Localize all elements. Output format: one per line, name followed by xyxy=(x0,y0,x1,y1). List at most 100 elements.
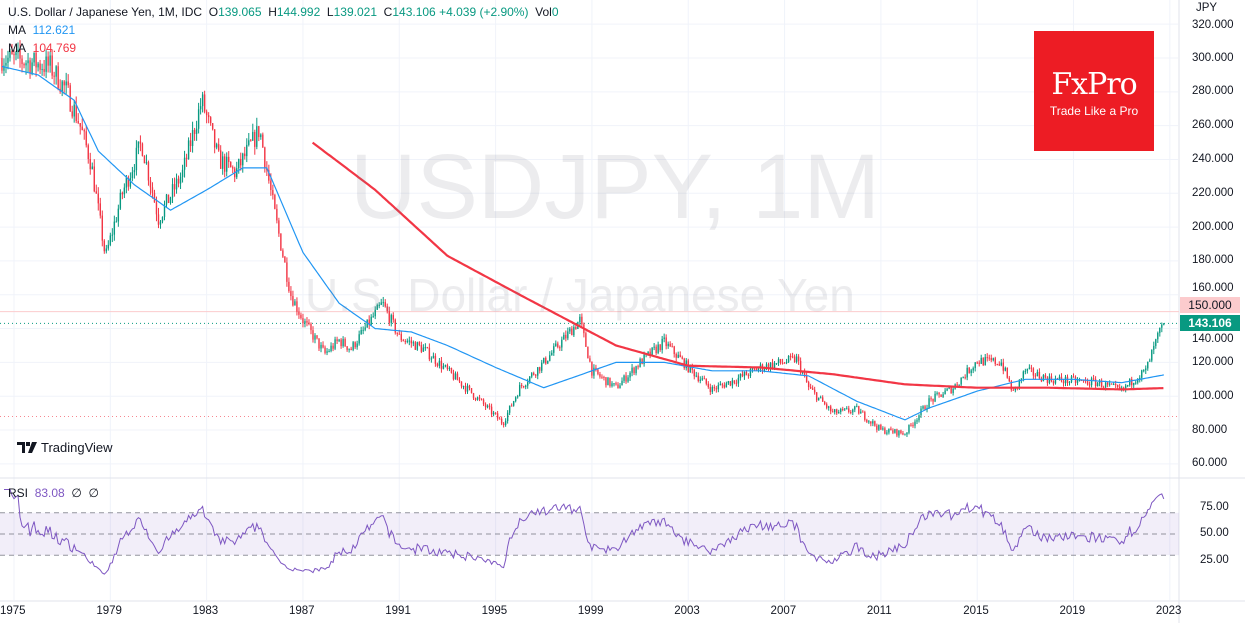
price-tick-label: 180.000 xyxy=(1192,254,1234,267)
candle-body xyxy=(153,192,156,203)
candle-body xyxy=(25,63,27,66)
candle-body xyxy=(205,111,208,116)
candle-body xyxy=(619,385,621,389)
candle-body xyxy=(862,411,864,413)
ma2-legend[interactable]: MA 104.769 xyxy=(8,41,76,55)
candle-body xyxy=(294,301,296,306)
alert-price-tag[interactable]: 150.000 xyxy=(1180,297,1240,313)
candle-body xyxy=(553,346,555,353)
candle-body xyxy=(990,358,992,361)
candle-body xyxy=(330,345,332,352)
candle-body xyxy=(1030,367,1033,369)
candle-body xyxy=(1159,327,1161,333)
symbol-title[interactable]: U.S. Dollar / Japanese Yen, 1M, IDC xyxy=(8,5,203,19)
candle-body xyxy=(442,365,445,369)
rsi-tick-label: 25.00 xyxy=(1200,553,1229,566)
candle-body xyxy=(657,344,659,354)
candle-body xyxy=(434,355,437,364)
ma1-line xyxy=(1,65,1164,421)
candle-body xyxy=(703,378,705,380)
candle-body xyxy=(486,405,489,408)
candle-body xyxy=(398,333,400,335)
candle-body xyxy=(384,302,386,307)
candle-body xyxy=(1068,381,1071,383)
candle-body xyxy=(256,126,258,147)
candle-body xyxy=(9,51,11,58)
price-tick-label: 80.000 xyxy=(1192,423,1228,436)
candle-body xyxy=(484,404,487,408)
candle-body xyxy=(492,412,495,415)
candle-body xyxy=(270,180,272,191)
candle-body xyxy=(888,428,890,433)
candle-body xyxy=(1020,378,1023,380)
candle-body xyxy=(125,177,128,188)
candle-body xyxy=(123,187,126,195)
candle-body xyxy=(1141,370,1143,378)
candle-body xyxy=(976,362,978,364)
candle-body xyxy=(671,346,673,348)
low-label: L xyxy=(326,5,334,19)
tradingview-watermark[interactable]: TradingView xyxy=(17,440,113,455)
candle-body xyxy=(1149,360,1151,362)
ma1-legend[interactable]: MA 112.621 xyxy=(8,23,75,37)
candle-body xyxy=(807,382,810,387)
time-tick-label: 2003 xyxy=(674,605,700,617)
candle-body xyxy=(248,140,250,145)
candle-body xyxy=(466,385,469,392)
candle-body xyxy=(777,359,780,364)
candle-body xyxy=(39,63,41,70)
candle-body xyxy=(171,184,174,198)
candle-body xyxy=(472,393,475,399)
candle-body xyxy=(1054,378,1057,384)
candle-body xyxy=(739,374,742,378)
candle-body xyxy=(1078,380,1081,382)
candle-body xyxy=(1042,375,1045,382)
candle-body xyxy=(779,359,782,363)
candle-body xyxy=(348,348,350,350)
time-tick-label: 1983 xyxy=(192,605,219,617)
candle-body xyxy=(860,411,862,414)
candle-body xyxy=(896,429,898,436)
candle-body xyxy=(374,309,376,317)
watermark-name: U.S. Dollar / Japanese Yen xyxy=(305,269,855,321)
price-tick-label: 120.000 xyxy=(1192,355,1234,368)
candle-body xyxy=(823,401,826,405)
candle-body xyxy=(942,394,944,397)
candle-body xyxy=(368,319,370,325)
candle-body xyxy=(47,56,49,66)
candle-body xyxy=(195,128,198,134)
candle-body xyxy=(651,347,653,356)
candle-body xyxy=(715,388,718,390)
time-tick-label: 2007 xyxy=(770,605,797,617)
candle-body xyxy=(996,364,998,366)
candle-body xyxy=(735,382,738,384)
candle-body xyxy=(73,104,75,117)
candle-body xyxy=(169,197,172,204)
candle-body xyxy=(512,401,515,406)
rsi-legend[interactable]: RSI 83.08 ∅ ∅ xyxy=(8,486,99,500)
candle-body xyxy=(1018,379,1021,388)
candle-body xyxy=(41,68,43,70)
candle-body xyxy=(793,356,796,363)
candle-body xyxy=(1096,383,1099,387)
candle-body xyxy=(336,339,338,342)
candle-body xyxy=(304,321,306,324)
candle-body xyxy=(866,419,868,422)
candle-body xyxy=(452,372,455,380)
candle-body xyxy=(382,302,384,304)
candle-body xyxy=(35,52,37,68)
candle-body xyxy=(328,351,330,353)
candle-body xyxy=(358,334,360,344)
candle-body xyxy=(974,362,976,369)
candle-body xyxy=(1034,375,1037,377)
candle-body xyxy=(846,408,848,410)
change-value: +4.039 (+2.90%) xyxy=(439,5,529,19)
candle-body xyxy=(27,60,29,64)
candle-body xyxy=(500,418,503,424)
candle-body xyxy=(980,357,982,364)
vol-label: Vol xyxy=(535,5,552,19)
candle-body xyxy=(799,360,802,373)
candle-body xyxy=(282,250,284,257)
candle-body xyxy=(795,356,798,363)
